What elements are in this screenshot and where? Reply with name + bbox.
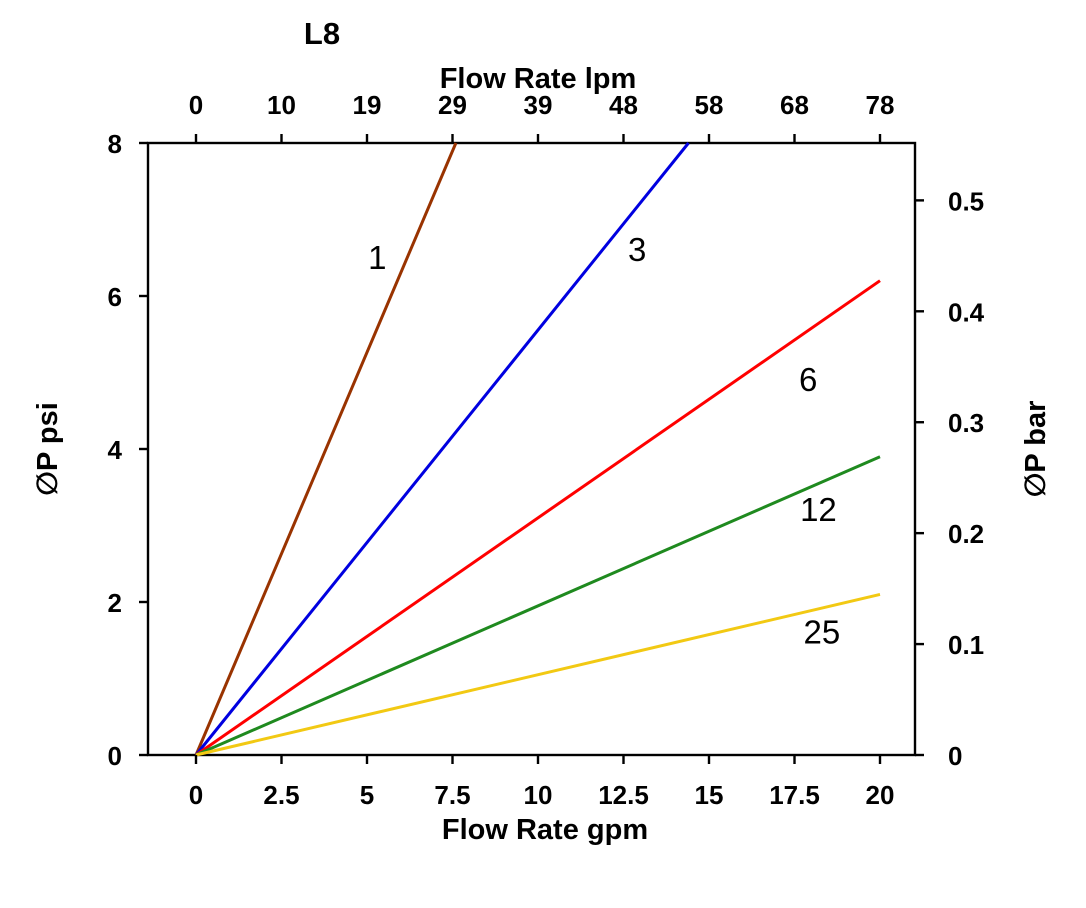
series-line-3: [194, 142, 690, 756]
tick-label-x-bottom: 7.5: [434, 780, 470, 810]
tick-label-x-bottom: 5: [360, 780, 374, 810]
tick-label-y-left: 2: [108, 588, 122, 618]
series-label-1: 1: [368, 239, 386, 276]
series-label-12: 12: [800, 491, 837, 528]
tick-label-x-top: 78: [866, 90, 895, 120]
tick-label-y-right: 0.3: [948, 408, 984, 438]
tick-label-x-top: 39: [524, 90, 553, 120]
tick-label-x-bottom: 0: [189, 780, 203, 810]
tick-label-x-bottom: 10: [524, 780, 553, 810]
series-line-12: [195, 455, 881, 757]
tick-label-y-right: 0: [948, 741, 962, 771]
axis-title-y-right: ∅P bar: [1020, 401, 1052, 498]
series-label-6: 6: [799, 361, 817, 398]
series-line-6: [195, 279, 881, 757]
tick-label-x-top: 0: [189, 90, 203, 120]
tick-label-x-bottom: 2.5: [263, 780, 299, 810]
series-line-1: [194, 142, 458, 756]
tick-label-x-bottom: 15: [695, 780, 724, 810]
tick-label-x-top: 10: [267, 90, 296, 120]
tick-label-x-top: 58: [695, 90, 724, 120]
tick-label-x-top: 68: [780, 90, 809, 120]
axis-title-x-bottom: Flow Rate gpm: [442, 814, 648, 846]
chart-title: L8: [304, 16, 340, 51]
tick-label-y-left: 4: [108, 435, 123, 465]
tick-label-y-right: 0.1: [948, 630, 984, 660]
tick-label-x-bottom: 17.5: [769, 780, 820, 810]
series-label-3: 3: [628, 231, 646, 268]
series-label-25: 25: [804, 614, 841, 651]
tick-label-x-top: 19: [353, 90, 382, 120]
tick-label-x-bottom: 12.5: [598, 780, 649, 810]
tick-label-y-left: 0: [108, 741, 122, 771]
tick-label-y-left: 6: [108, 282, 122, 312]
tick-label-y-right: 0.2: [948, 519, 984, 549]
axis-title-y-left: ∅P psi: [32, 402, 64, 496]
tick-label-y-right: 0.5: [948, 186, 984, 216]
tick-label-y-right: 0.4: [948, 297, 985, 327]
tick-label-x-top: 29: [438, 90, 467, 120]
tick-label-x-bottom: 20: [866, 780, 895, 810]
tick-label-x-top: 48: [609, 90, 638, 120]
axis-title-x-top: Flow Rate lpm: [440, 63, 637, 95]
plot-border: [146, 141, 917, 757]
series-line-25: [195, 592, 881, 757]
tick-label-y-left: 8: [108, 129, 122, 159]
